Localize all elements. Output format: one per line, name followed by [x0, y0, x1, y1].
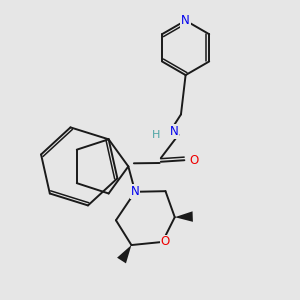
Text: N: N — [170, 125, 178, 138]
Text: N: N — [131, 185, 140, 198]
Text: N: N — [181, 14, 190, 27]
Polygon shape — [175, 211, 193, 222]
Text: O: O — [161, 236, 170, 248]
Polygon shape — [117, 245, 131, 263]
Text: H: H — [152, 130, 160, 140]
Text: O: O — [190, 154, 199, 167]
